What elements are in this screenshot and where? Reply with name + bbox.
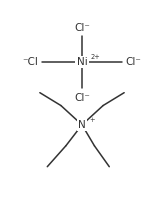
Text: 2+: 2+ bbox=[90, 55, 100, 60]
Text: Cl⁻: Cl⁻ bbox=[74, 93, 90, 103]
Text: Ni: Ni bbox=[77, 57, 87, 67]
Text: +: + bbox=[89, 117, 94, 123]
Text: ⁻Cl: ⁻Cl bbox=[23, 57, 39, 67]
Text: N: N bbox=[78, 120, 86, 130]
Text: Cl⁻: Cl⁻ bbox=[125, 57, 141, 67]
Text: Cl⁻: Cl⁻ bbox=[74, 23, 90, 33]
